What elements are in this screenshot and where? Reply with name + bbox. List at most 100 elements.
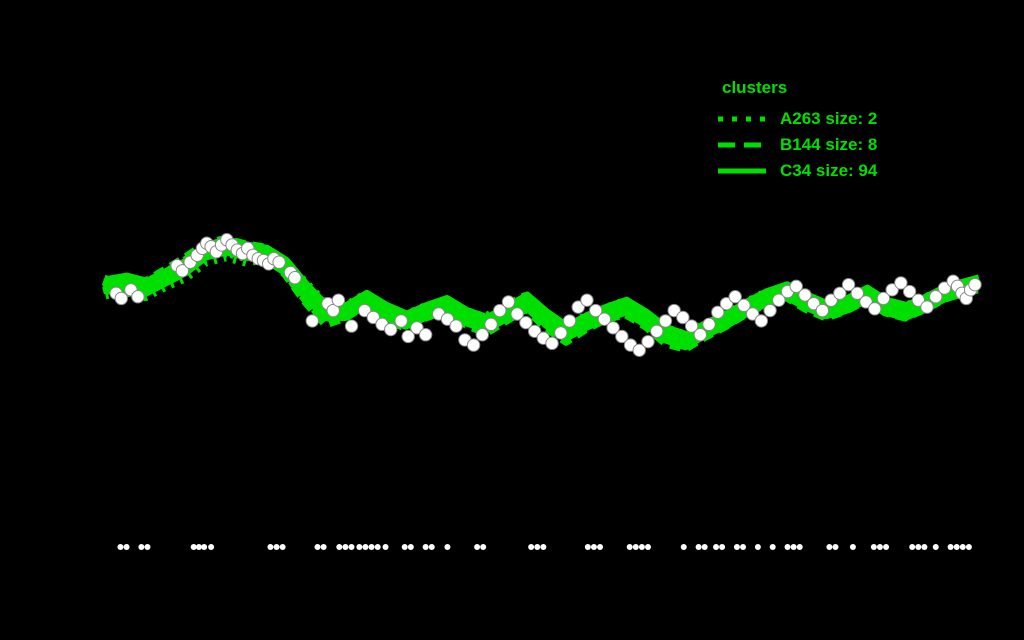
rug-tick bbox=[638, 544, 645, 550]
rug-tick bbox=[201, 544, 208, 550]
observation-marker bbox=[745, 307, 760, 321]
rug-tick bbox=[336, 544, 343, 550]
observation-marker bbox=[484, 317, 498, 332]
observation-marker bbox=[763, 303, 777, 318]
rug-tick bbox=[740, 544, 747, 550]
rug-tick bbox=[422, 544, 429, 550]
observation-marker bbox=[737, 298, 751, 313]
observation-marker bbox=[650, 324, 664, 338]
observation-marker bbox=[410, 321, 424, 335]
rug-tick bbox=[921, 544, 928, 550]
observation-marker bbox=[806, 296, 821, 311]
rug-tick bbox=[368, 544, 375, 550]
legend: clusters A263 size: 2 B144 size: 8 C34 s… bbox=[716, 78, 936, 184]
rug-layer bbox=[117, 544, 972, 550]
observation-marker bbox=[798, 288, 812, 302]
observation-marker bbox=[475, 328, 490, 342]
rug-tick bbox=[534, 544, 541, 550]
observation-marker bbox=[554, 326, 568, 340]
rug-tick bbox=[474, 544, 481, 550]
rug-tick bbox=[796, 544, 803, 550]
rug-tick bbox=[320, 544, 327, 550]
rug-tick bbox=[144, 544, 151, 550]
rug-tick bbox=[680, 544, 687, 550]
rug-tick bbox=[632, 544, 639, 550]
observation-marker bbox=[440, 312, 455, 326]
rug-tick bbox=[584, 544, 591, 550]
observation-marker bbox=[641, 334, 655, 349]
observation-marker bbox=[366, 310, 381, 325]
legend-label-b144: B144 size: 8 bbox=[780, 135, 878, 154]
observation-marker bbox=[841, 277, 856, 292]
observation-marker bbox=[850, 286, 864, 300]
rug-tick bbox=[540, 544, 547, 550]
rug-tick bbox=[401, 544, 408, 550]
rug-tick bbox=[528, 544, 535, 550]
legend-title: clusters bbox=[722, 78, 788, 97]
observation-marker bbox=[394, 314, 408, 328]
observation-marker bbox=[920, 300, 934, 314]
observation-marker bbox=[114, 291, 129, 306]
rug-tick bbox=[208, 544, 215, 550]
rug-tick bbox=[733, 544, 740, 550]
legend-entry-b144[interactable]: B144 size: 8 bbox=[716, 132, 936, 158]
rug-tick bbox=[597, 544, 604, 550]
observation-marker bbox=[493, 303, 507, 318]
observation-marker bbox=[868, 302, 882, 316]
rug-tick bbox=[790, 544, 797, 550]
legend-label-a263: A263 size: 2 bbox=[780, 109, 878, 128]
legend-entry-c34[interactable]: C34 size: 94 bbox=[716, 158, 936, 184]
rug-tick bbox=[273, 544, 280, 550]
marker-layer bbox=[109, 233, 982, 357]
observation-marker bbox=[667, 303, 681, 318]
rug-tick bbox=[342, 544, 349, 550]
observation-marker bbox=[401, 329, 415, 344]
rug-tick bbox=[356, 544, 363, 550]
observation-marker bbox=[789, 279, 803, 294]
rug-tick bbox=[719, 544, 726, 550]
observation-marker bbox=[288, 271, 302, 285]
rug-tick bbox=[932, 544, 939, 550]
rug-tick bbox=[645, 544, 651, 550]
observation-marker bbox=[937, 281, 952, 295]
observation-marker bbox=[466, 338, 481, 352]
observation-marker bbox=[519, 315, 533, 330]
rug-tick bbox=[876, 544, 883, 550]
rug-tick bbox=[769, 544, 776, 550]
rug-tick bbox=[314, 544, 321, 550]
observation-marker bbox=[305, 314, 319, 328]
observation-marker bbox=[754, 314, 769, 328]
rug-tick bbox=[195, 544, 202, 550]
legend-label-c34: C34 size: 94 bbox=[780, 161, 878, 180]
rug-tick bbox=[374, 544, 381, 550]
rug-tick bbox=[953, 544, 960, 550]
observation-marker bbox=[131, 290, 145, 304]
rug-tick bbox=[965, 544, 972, 550]
rug-tick bbox=[626, 544, 633, 550]
observation-marker bbox=[824, 293, 838, 307]
rug-tick bbox=[849, 544, 856, 550]
observation-marker bbox=[658, 314, 673, 328]
observation-marker bbox=[772, 293, 786, 307]
rug-tick bbox=[428, 544, 435, 550]
observation-marker bbox=[384, 322, 398, 337]
rug-tick bbox=[190, 544, 197, 550]
observation-marker bbox=[357, 303, 372, 318]
observation-marker bbox=[876, 291, 891, 306]
observation-marker bbox=[588, 303, 603, 318]
observation-marker bbox=[545, 336, 559, 351]
rug-tick bbox=[590, 544, 597, 550]
rug-tick bbox=[832, 544, 839, 550]
observation-marker bbox=[510, 307, 524, 321]
rug-tick bbox=[407, 544, 414, 550]
observation-marker bbox=[344, 319, 359, 333]
rug-tick bbox=[117, 544, 124, 550]
observation-marker bbox=[632, 343, 646, 357]
observation-marker bbox=[911, 293, 926, 307]
observation-marker bbox=[331, 293, 346, 307]
rug-tick bbox=[754, 544, 761, 550]
rug-tick bbox=[883, 544, 890, 550]
legend-entry-a263[interactable]: A263 size: 2 bbox=[716, 106, 936, 132]
observation-marker bbox=[527, 324, 542, 338]
